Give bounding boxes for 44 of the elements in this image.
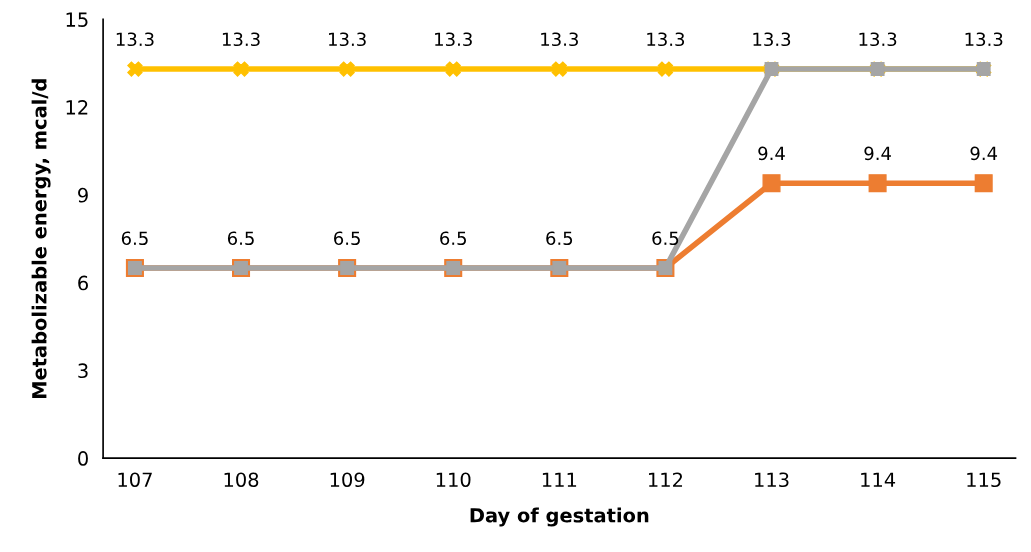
point (868, 174, 887, 193)
point (551, 61, 567, 77)
point (445, 61, 461, 77)
y-tick-label: 6 (78, 275, 88, 291)
data-label: 9.4 (970, 146, 998, 161)
data-label: 6.5 (546, 231, 573, 246)
y-tick-label: 15 (66, 12, 88, 27)
x-tick-label: 114 (861, 472, 896, 487)
data-label: 9.4 (758, 146, 785, 161)
data-label: 6.5 (121, 231, 148, 246)
x-tick-label: 112 (648, 472, 683, 487)
x-tick-label: 115 (967, 472, 1001, 488)
point (233, 61, 249, 77)
data-label: 13.3 (435, 32, 472, 47)
x-tick-label: 107 (118, 472, 152, 488)
point (974, 174, 993, 193)
data-label: 6.5 (334, 231, 360, 246)
point (339, 61, 355, 77)
y-tick-label: 0 (78, 451, 88, 466)
point (657, 61, 674, 77)
data-label: 6.5 (440, 231, 466, 246)
y-tick-label: 3 (78, 363, 88, 379)
data-label: 13.3 (222, 32, 260, 47)
data-label: 13.3 (116, 32, 154, 47)
data-label: 6.5 (652, 231, 679, 246)
data-label: 13.3 (753, 32, 791, 47)
y-tick-label: 9 (78, 187, 88, 203)
x-tick-label: 113 (755, 472, 789, 488)
point (762, 174, 781, 193)
data-label: 6.5 (227, 231, 254, 246)
y-tick-label: 12 (66, 100, 88, 115)
x-tick-label: 111 (542, 472, 577, 487)
data-label: 13.3 (329, 32, 366, 47)
data-label: 9.4 (864, 146, 891, 161)
data-label: 13.3 (965, 32, 1003, 47)
x-tick-label: 109 (330, 472, 365, 488)
x-tick-label: 110 (436, 472, 471, 488)
x-tick-label: 108 (224, 472, 259, 488)
y-axis-title: Metabolizable energy, mcal/d (31, 79, 51, 399)
data-label: 13.3 (541, 32, 578, 47)
x-axis-title: Day of gestation (470, 507, 649, 527)
data-label: 13.3 (859, 32, 897, 47)
data-label: 13.3 (647, 32, 685, 47)
point (127, 61, 143, 77)
